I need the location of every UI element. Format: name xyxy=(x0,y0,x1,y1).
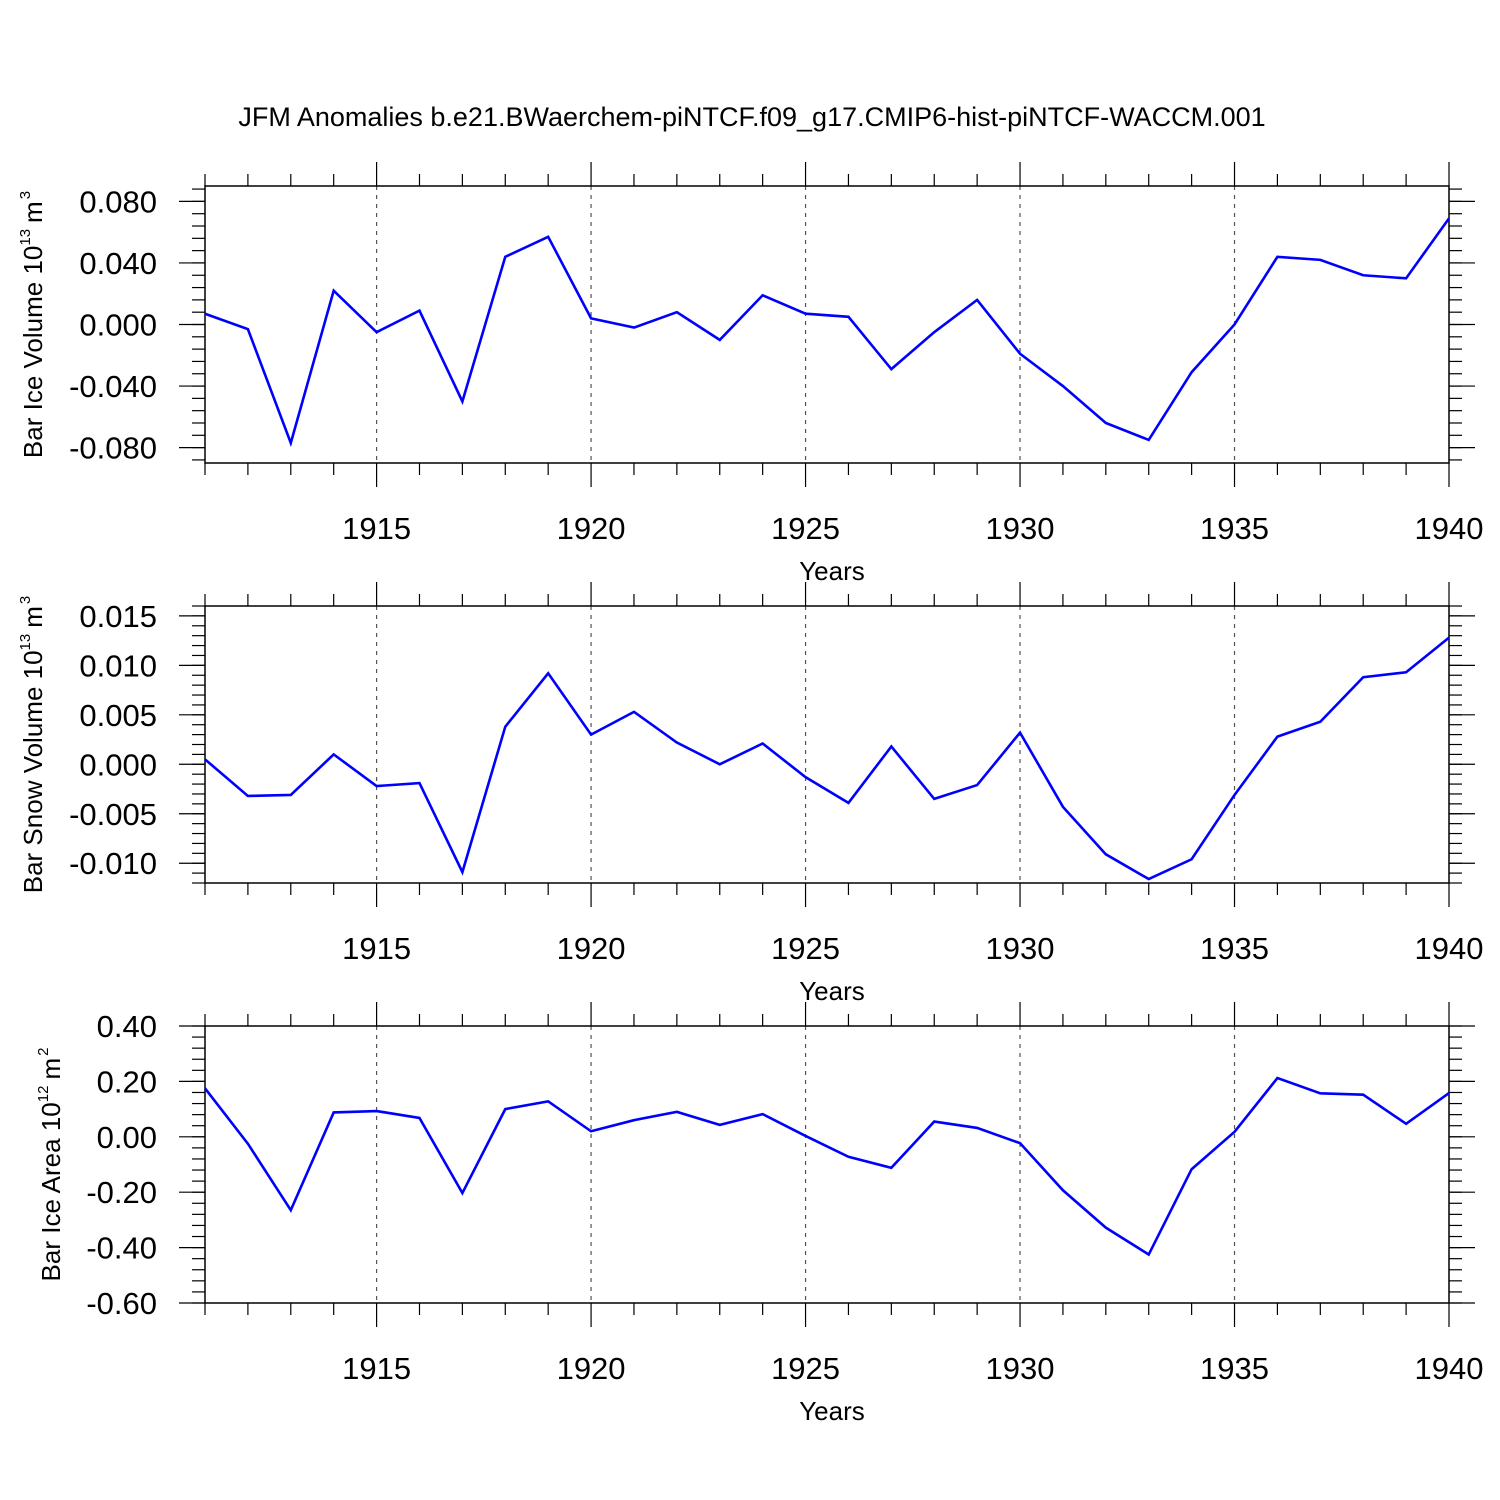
chart-panel-3: 1915 1920 1925 1930 1935 1940 Years -0.60 -0.40 -… xyxy=(35,1002,1483,1426)
x-tick-label: 1925 xyxy=(771,511,840,546)
figure-title: JFM Anomalies b.e21.BWaerchem-piNTCF.f09… xyxy=(238,102,1265,132)
y-axis-label-text: Bar Snow Volume 10 xyxy=(18,650,48,893)
y-tick-label: 0.40 xyxy=(97,1009,157,1044)
y-axis-label-unit-exponent: 2 xyxy=(35,1048,52,1056)
y-axis-label-exponent: 13 xyxy=(17,634,34,651)
y-tick-label: -0.080 xyxy=(69,431,157,466)
y-tick-label: 0.010 xyxy=(79,648,157,683)
x-tick-label: 1915 xyxy=(342,1351,411,1386)
y-tick-label: -0.005 xyxy=(69,797,157,832)
y-axis-label: Bar Ice Area 1012 m 2 xyxy=(35,1048,66,1282)
x-tick-label: 1940 xyxy=(1415,511,1484,546)
series-line-bar-ice-area xyxy=(203,1076,1450,1257)
chart-panel-1: 1915 1920 1925 1930 1935 1940 Years -0.080 -0.04… xyxy=(17,162,1483,586)
series-line-bar-ice-volume xyxy=(204,217,1451,448)
chart-panel-2: 1915 1920 1925 1930 1935 1940 Years -0.010 -0.00… xyxy=(17,582,1483,1006)
y-tick-label: -0.040 xyxy=(69,369,157,404)
x-tick-label: 1930 xyxy=(986,511,1055,546)
y-tick-label: 0.00 xyxy=(97,1120,157,1155)
x-tick-label: 1930 xyxy=(986,931,1055,966)
x-tick-label: 1930 xyxy=(986,1351,1055,1386)
y-axis-label-unit: m xyxy=(18,606,48,628)
y-tick-label: 0.005 xyxy=(79,698,157,733)
y-axis-label-text: Bar Ice Volume 10 xyxy=(18,246,48,458)
y-axis-label-exponent: 12 xyxy=(35,1086,52,1103)
series-line-bar-snow-volume xyxy=(204,636,1450,881)
chart-panels: 1915 1920 1925 1930 1935 1940 Years -0.080 -0.04… xyxy=(17,162,1483,1426)
y-axis-label: Bar Snow Volume 1013 m 3 xyxy=(17,596,48,894)
y-axis-label-exponent: 13 xyxy=(17,229,34,246)
x-tick-label: 1935 xyxy=(1200,931,1269,966)
y-tick-label: 0.015 xyxy=(79,599,157,634)
x-axis-label: Years xyxy=(799,1396,865,1426)
y-tick-label: -0.40 xyxy=(86,1231,157,1266)
y-axis-label-text: Bar Ice Area 10 xyxy=(36,1102,66,1281)
y-axis-label-unit-exponent: 3 xyxy=(17,596,34,604)
y-axis-label-unit-exponent: 3 xyxy=(17,191,34,199)
x-axis-label: Years xyxy=(799,556,865,586)
y-tick-label: -0.20 xyxy=(86,1175,157,1210)
y-tick-label: 0.080 xyxy=(79,184,157,219)
plot-frame xyxy=(204,1025,1450,1304)
x-tick-label: 1925 xyxy=(771,1351,840,1386)
x-tick-label: 1915 xyxy=(342,511,411,546)
y-tick-label: 0.000 xyxy=(79,308,157,343)
y-tick-label: 0.040 xyxy=(79,246,157,281)
x-tick-label: 1935 xyxy=(1200,1351,1269,1386)
x-tick-label: 1940 xyxy=(1415,1351,1484,1386)
y-axis-label: Bar Ice Volume 1013 m 3 xyxy=(17,191,48,458)
x-tick-label: 1925 xyxy=(771,931,840,966)
y-axis-label-unit: m xyxy=(18,201,48,223)
x-tick-label: 1940 xyxy=(1415,931,1484,966)
y-axis-label-unit: m xyxy=(36,1058,66,1080)
x-tick-label: 1935 xyxy=(1200,511,1269,546)
y-tick-label: 0.20 xyxy=(97,1064,157,1099)
x-tick-label: 1920 xyxy=(557,511,626,546)
y-tick-label: 0.000 xyxy=(79,747,157,782)
x-tick-label: 1920 xyxy=(557,931,626,966)
x-axis-label: Years xyxy=(799,976,865,1006)
y-tick-label: -0.60 xyxy=(86,1286,157,1321)
x-tick-label: 1920 xyxy=(557,1351,626,1386)
y-tick-label: -0.010 xyxy=(69,846,157,881)
x-tick-label: 1915 xyxy=(342,931,411,966)
